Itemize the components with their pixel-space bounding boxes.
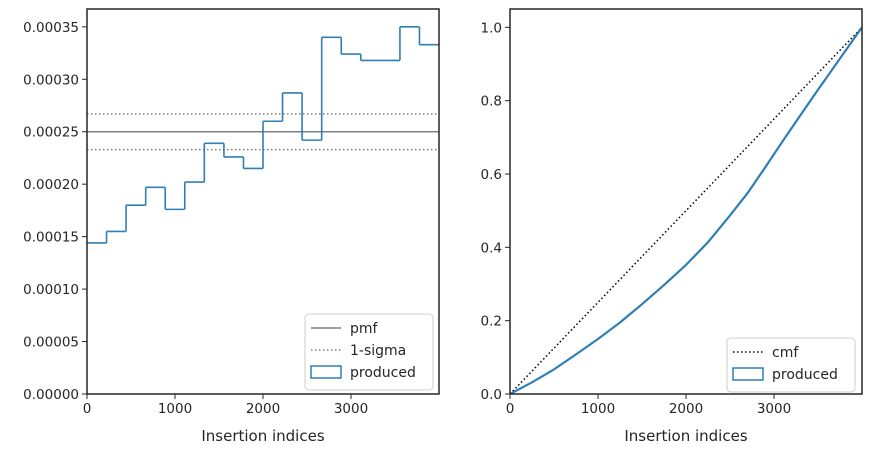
y-tick-label: 0.00010	[23, 282, 79, 298]
legend-swatch-patch	[310, 365, 342, 379]
legend: cmf produced	[726, 337, 856, 393]
x-tick-label: 2000	[246, 401, 280, 417]
produced-cumulative-line	[509, 26, 863, 395]
x-tick-label: 1000	[581, 401, 615, 417]
produced-histogram	[87, 26, 439, 244]
right-cumulative-chart: 0 1000 2000 3000 0.0 0.2 0.4 0.6 0.8 1.0 Insertion…	[481, 8, 863, 445]
y-tick-label: 0.0	[481, 387, 502, 403]
y-tick-label: 0.6	[481, 167, 502, 183]
y-tick-label: 0.00030	[23, 72, 79, 88]
legend-box	[726, 337, 856, 393]
legend-swatch-patch	[732, 367, 764, 381]
y-tick-label: 0.00025	[23, 125, 79, 141]
legend-label: produced	[772, 367, 838, 383]
x-tick-label: 0	[506, 401, 515, 417]
y-tick-label: 0.2	[481, 314, 502, 330]
legend-label: 1-sigma	[350, 343, 406, 359]
legend-label: produced	[350, 365, 416, 381]
legend: pmf 1-sigma produced	[304, 313, 434, 391]
cmf-line	[509, 26, 863, 395]
legend-label: cmf	[772, 345, 799, 361]
y-tick-label: 0.00000	[23, 387, 79, 403]
legend-box	[304, 313, 434, 391]
y-tick-label: 1.0	[481, 20, 502, 36]
x-tick-label: 2000	[669, 401, 703, 417]
x-axis-label: Insertion indices	[201, 427, 324, 445]
x-tick-label: 3000	[334, 401, 368, 417]
x-tick-label: 0	[83, 401, 92, 417]
legend-label: pmf	[350, 321, 379, 337]
y-tick-label: 0.00035	[23, 20, 79, 36]
plot-frame	[509, 8, 863, 395]
plot-frame	[86, 8, 440, 395]
x-tick-label: 1000	[158, 401, 192, 417]
y-tick-label: 0.4	[481, 240, 502, 256]
y-tick-label: 0.8	[481, 94, 502, 110]
left-histogram-chart: 0 1000 2000 3000 0.00000 0.00005 0.00010 0.0001…	[23, 8, 440, 445]
y-tick-label: 0.00015	[23, 230, 79, 246]
x-axis-label: Insertion indices	[624, 427, 747, 445]
y-tick-label: 0.00005	[23, 335, 79, 351]
y-tick-label: 0.00020	[23, 177, 79, 193]
x-tick-label: 3000	[757, 401, 791, 417]
